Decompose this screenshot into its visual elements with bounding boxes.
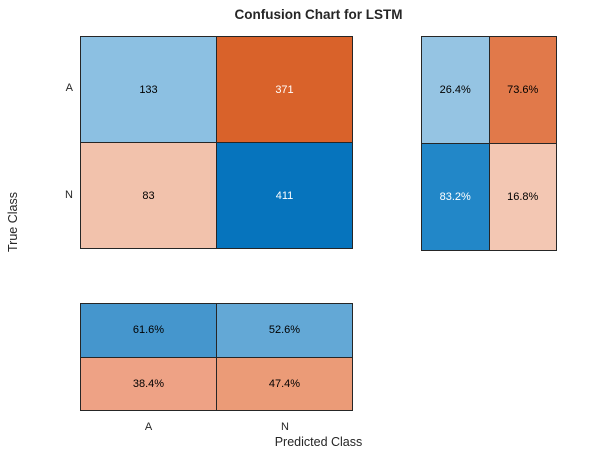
- y-tick-label-a: A: [65, 82, 73, 94]
- row-summary-cell-n-fnr: 16.8%: [489, 144, 556, 250]
- y-axis-label: True Class: [6, 192, 20, 252]
- col-summary-cell-a-fdr: 38.4%: [81, 357, 216, 410]
- row-summary-cell-a-fnr: 73.6%: [489, 37, 556, 143]
- count-matrix-panel: 133 371 83 411: [80, 36, 353, 249]
- y-tick-label-n: N: [65, 189, 73, 201]
- x-tick-label-n: N: [281, 421, 289, 433]
- row-summary-cell-a-tpr: 26.4%: [422, 37, 489, 143]
- x-axis-label: Predicted Class: [274, 435, 363, 449]
- col-summary-cell-n-fdr: 47.4%: [217, 357, 352, 410]
- x-tick-label-a: A: [144, 421, 153, 433]
- row-summary-panel: 26.4% 73.6% 83.2% 16.8%: [421, 36, 557, 251]
- chart-title: Confusion Chart for LSTM: [234, 7, 403, 22]
- matrix-cell-true-a-pred-a: 133: [81, 37, 216, 142]
- col-summary-cell-n-ppv: 52.6%: [217, 304, 352, 357]
- col-summary-cell-a-ppv: 61.6%: [81, 304, 216, 357]
- matrix-cell-true-n-pred-a: 83: [81, 143, 216, 248]
- column-summary-panel: 61.6% 52.6% 38.4% 47.4%: [80, 303, 353, 411]
- matrix-cell-true-a-pred-n: 371: [217, 37, 352, 142]
- row-summary-cell-n-tpr: 83.2%: [422, 144, 489, 250]
- matrix-cell-true-n-pred-n: 411: [217, 143, 352, 248]
